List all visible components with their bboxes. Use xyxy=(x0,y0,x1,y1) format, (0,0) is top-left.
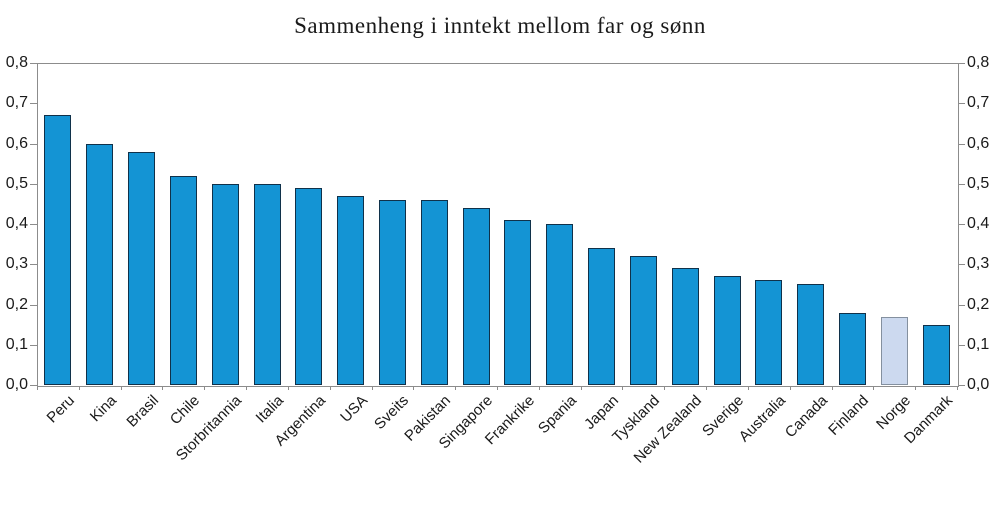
x-axis-tick xyxy=(497,386,498,390)
y-axis-tick xyxy=(30,305,37,306)
y-tick-label: 0,4 xyxy=(967,215,990,232)
bar xyxy=(170,176,197,385)
x-axis-tick xyxy=(539,386,540,390)
y-axis-tick xyxy=(958,305,965,306)
x-axis-tick xyxy=(246,386,247,390)
bar-highlighted xyxy=(881,317,908,385)
y-tick-label: 0,3 xyxy=(967,255,990,272)
x-axis-tick xyxy=(330,386,331,390)
y-tick-label: 0,7 xyxy=(967,94,990,111)
x-axis-tick xyxy=(162,386,163,390)
y-axis-tick xyxy=(958,63,965,64)
bar xyxy=(672,268,699,385)
x-axis-tick xyxy=(413,386,414,390)
y-tick-label: 0,0 xyxy=(5,376,28,393)
x-axis-tick xyxy=(455,386,456,390)
x-axis-tick xyxy=(832,386,833,390)
x-tick-label: Finland xyxy=(825,392,873,439)
y-axis-tick xyxy=(30,144,37,145)
bar xyxy=(755,280,782,385)
x-tick-label: Peru xyxy=(43,392,79,427)
y-tick-label: 0,6 xyxy=(5,135,28,152)
x-axis-tick xyxy=(288,386,289,390)
bar xyxy=(128,152,155,385)
y-axis-tick xyxy=(958,385,965,386)
y-tick-label: 0,3 xyxy=(5,255,28,272)
y-axis-tick xyxy=(958,264,965,265)
y-tick-label: 0,1 xyxy=(5,336,28,353)
y-tick-label: 0,6 xyxy=(967,135,990,152)
y-axis-tick xyxy=(30,103,37,104)
y-axis-tick xyxy=(958,224,965,225)
x-axis-tick xyxy=(873,386,874,390)
y-axis-tick xyxy=(30,345,37,346)
y-axis-tick xyxy=(30,385,37,386)
y-tick-label: 0,7 xyxy=(5,94,28,111)
y-tick-label: 0,2 xyxy=(967,296,990,313)
x-axis-tick xyxy=(748,386,749,390)
x-axis-tick xyxy=(664,386,665,390)
y-tick-label: 0,2 xyxy=(5,296,28,313)
x-tick-label: USA xyxy=(337,392,372,426)
x-axis-tick xyxy=(79,386,80,390)
x-tick-label: Chile xyxy=(166,392,204,429)
y-axis-tick xyxy=(958,144,965,145)
bar xyxy=(44,115,71,385)
y-tick-label: 0,4 xyxy=(5,215,28,232)
x-axis-tick xyxy=(790,386,791,390)
y-tick-label: 0,5 xyxy=(5,175,28,192)
x-axis-tick xyxy=(372,386,373,390)
x-axis-tick xyxy=(957,386,958,390)
bar xyxy=(254,184,281,385)
y-tick-label: 0,8 xyxy=(967,54,990,71)
bar xyxy=(588,248,615,385)
x-axis-tick xyxy=(37,386,38,390)
bar xyxy=(379,200,406,385)
x-axis-tick xyxy=(121,386,122,390)
x-tick-label: Spania xyxy=(534,392,581,438)
y-tick-label: 0,0 xyxy=(967,376,990,393)
x-tick-label: Canada xyxy=(781,392,832,442)
chart-title: Sammenheng i inntekt mellom far og sønn xyxy=(294,13,706,38)
x-tick-label: Brasil xyxy=(123,392,163,431)
y-axis-tick xyxy=(30,184,37,185)
bar xyxy=(86,144,113,385)
y-tick-label: 0,8 xyxy=(5,54,28,71)
bar xyxy=(421,200,448,385)
x-tick-label: Kina xyxy=(86,392,121,426)
bar xyxy=(504,220,531,385)
bar xyxy=(337,196,364,385)
x-axis-tick xyxy=(706,386,707,390)
bar xyxy=(630,256,657,385)
y-axis-tick xyxy=(30,63,37,64)
bar xyxy=(839,313,866,385)
y-axis-tick xyxy=(30,224,37,225)
x-tick-label: Italia xyxy=(252,392,288,427)
bar xyxy=(463,208,490,385)
x-axis-tick xyxy=(581,386,582,390)
bar xyxy=(546,224,573,385)
x-axis-tick xyxy=(915,386,916,390)
x-axis-tick xyxy=(622,386,623,390)
y-axis-tick xyxy=(958,345,965,346)
y-axis-tick xyxy=(30,264,37,265)
bar xyxy=(923,325,950,385)
bar xyxy=(212,184,239,385)
y-tick-label: 0,5 xyxy=(967,175,990,192)
y-axis-tick xyxy=(958,184,965,185)
bar xyxy=(797,284,824,385)
bar xyxy=(714,276,741,385)
y-axis-tick xyxy=(958,103,965,104)
x-axis-tick xyxy=(204,386,205,390)
bar xyxy=(295,188,322,385)
y-tick-label: 0,1 xyxy=(967,336,990,353)
